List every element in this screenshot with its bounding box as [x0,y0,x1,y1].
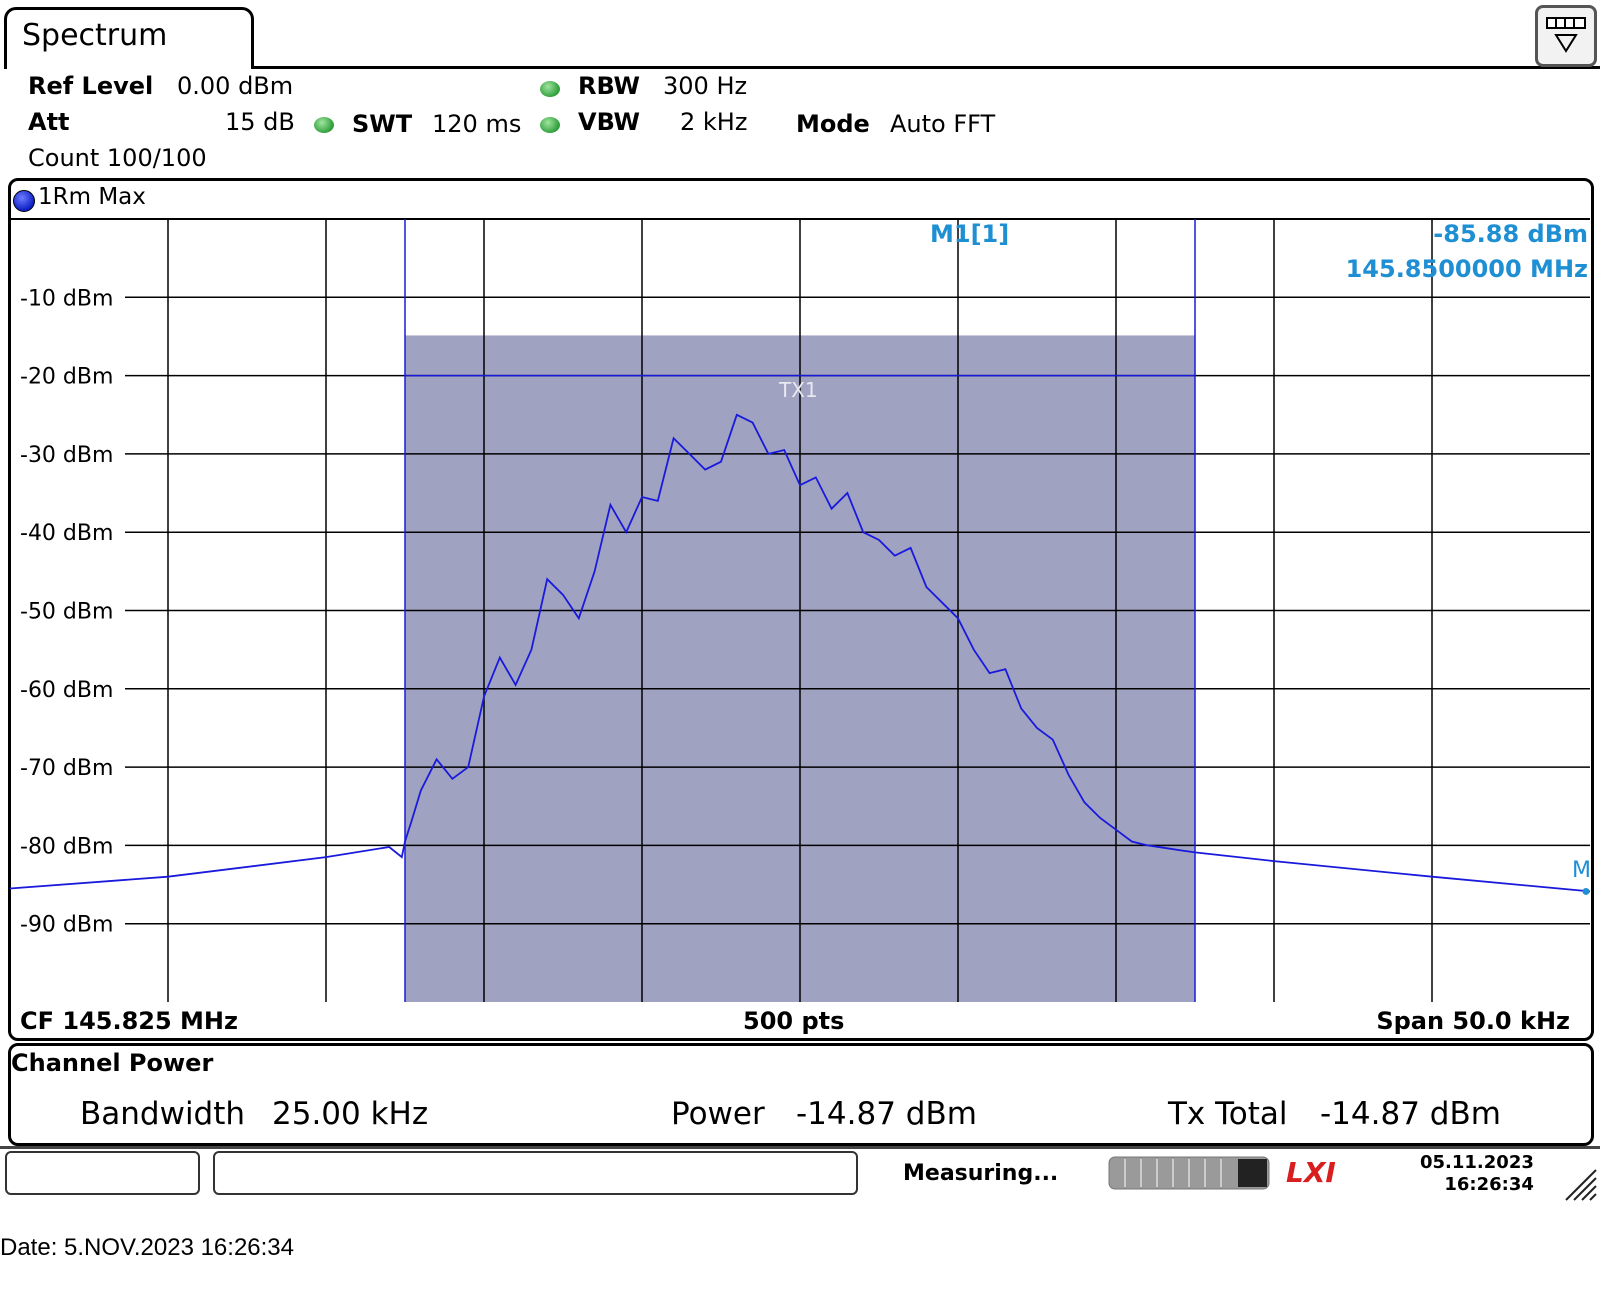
channel-power-panel [8,1043,1594,1146]
bandwidth-label: Bandwidth [80,1096,246,1132]
lxi-logo: LXI [1286,1156,1336,1189]
bandwidth-value: 25.00 kHz [272,1096,429,1132]
marker-point [1582,887,1590,895]
spectrum-tab-label: Spectrum [22,18,168,53]
trace-label[interactable]: 1Rm Max [38,184,146,210]
channel-power-title: Channel Power [11,1049,214,1077]
spectrum-tab[interactable] [4,7,254,69]
spectrum-trace-line [9,413,1591,893]
trace-indicator-icon [13,190,35,212]
marker-level: -85.88 dBm [1433,220,1588,248]
toolbar-toggle-icon [1546,17,1586,53]
status-field-message[interactable] [213,1151,858,1195]
span-value[interactable]: Span 50.0 kHz [1376,1007,1570,1035]
channel-label: TX1 [779,378,818,402]
resize-grip-icon[interactable] [1564,1168,1598,1202]
y-tick-label: -50 dBm [20,600,113,625]
ref-level-label: Ref Level [28,72,154,100]
spectrum-chart[interactable]: -10 dBm -20 dBm -30 dBm -40 dBm -50 dBm -60 d… [0,0,1600,1040]
y-tick-label: -30 dBm [20,443,113,468]
vbw-status-indicator [540,117,560,133]
txtotal-value: -14.87 dBm [1320,1096,1501,1132]
y-tick-label: -20 dBm [20,365,113,390]
marker-frequency: 145.8500000 MHz [1345,255,1588,283]
status-date: 05.11.2023 [1420,1152,1534,1173]
y-tick-label: -40 dBm [20,521,113,546]
center-frequency[interactable]: CF 145.825 MHz [20,1007,238,1035]
sweep-points: 500 pts [743,1007,845,1035]
count-text: Count 100/100 [28,144,207,172]
progress-indicator-icon [1108,1156,1270,1190]
spectrum-plot-frame [8,178,1594,1041]
vbw-label: VBW [578,108,641,136]
marker-name[interactable]: M1[1] [930,220,1010,248]
mode-label: Mode [796,110,870,138]
txtotal-label: Tx Total [1168,1096,1288,1132]
toolbar-toggle-button[interactable] [1535,5,1597,67]
vbw-value[interactable]: 2 kHz [680,108,748,136]
att-value[interactable]: 15 dB [225,108,295,136]
status-divider [0,1146,1600,1149]
y-tick-label: -90 dBm [20,913,113,938]
att-label: Att [28,108,70,136]
status-datetime: 05.11.2023 16:26:34 [1420,1152,1534,1196]
power-value: -14.87 dBm [796,1096,977,1132]
swt-status-indicator [314,117,334,133]
mode-value[interactable]: Auto FFT [890,110,996,138]
rbw-value[interactable]: 300 Hz [663,72,748,100]
y-tick-label: -60 dBm [20,678,113,703]
rbw-status-indicator [540,81,560,97]
swt-value[interactable]: 120 ms [432,110,522,138]
status-field-left[interactable] [5,1151,200,1195]
y-tick-label: -10 dBm [20,286,113,311]
power-label: Power [671,1096,765,1132]
measuring-status: Measuring... [903,1161,1059,1186]
header-divider [252,66,1600,69]
y-tick-label: -80 dBm [20,834,113,859]
rbw-label: RBW [578,72,640,100]
marker-short-label: M [1572,858,1591,883]
ref-level-value[interactable]: 0.00 dBm [177,72,294,100]
status-time: 16:26:34 [1444,1174,1534,1195]
swt-label: SWT [352,110,413,138]
y-tick-label: -70 dBm [20,756,113,781]
capture-date-caption: Date: 5.NOV.2023 16:26:34 [0,1234,294,1261]
